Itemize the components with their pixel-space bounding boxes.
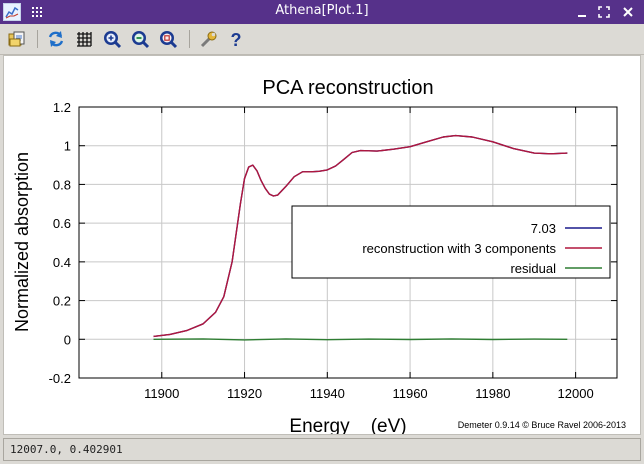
y-tick-label: 0.4 — [53, 255, 71, 270]
legend: 7.03 reconstruction with 3 components resi… — [291, 205, 611, 279]
zoom-in-icon[interactable] — [102, 29, 122, 49]
legend-box — [291, 205, 611, 279]
series-layer — [153, 134, 568, 341]
toolbar: ? — [0, 24, 644, 55]
svg-text:?: ? — [231, 30, 242, 49]
x-tick-label: 11920 — [227, 386, 262, 401]
x-tick-label: 11940 — [310, 386, 345, 401]
legend-label-0: 7.03 — [531, 221, 556, 236]
y-tick-label: 0.2 — [53, 294, 71, 309]
help-icon[interactable]: ? — [226, 29, 246, 50]
legend-label-1: reconstruction with 3 components — [362, 241, 556, 256]
zoom-out-icon[interactable] — [130, 29, 150, 49]
open-file-icon[interactable] — [7, 29, 27, 49]
grid-icon[interactable] — [74, 29, 94, 49]
plot-frame — [78, 106, 618, 379]
status-bar: 12007.0, 0.402901 — [3, 438, 641, 461]
legend-label-2: residual — [510, 261, 556, 276]
chart-title: PCA reconstruction — [262, 77, 433, 99]
y-tick-label: 1 — [64, 139, 71, 154]
series-line-2 — [153, 338, 568, 341]
wrench-icon[interactable] — [198, 29, 218, 49]
maximize-button[interactable] — [596, 4, 612, 20]
minimize-button[interactable] — [574, 4, 590, 20]
cursor-coordinates: 12007.0, 0.402901 — [10, 443, 123, 456]
toolbar-separator — [189, 30, 190, 48]
window-menu-icon[interactable] — [29, 4, 45, 20]
x-axis-label: Energy (eV) — [289, 416, 406, 434]
x-tick-label: 11900 — [144, 386, 179, 401]
series-line-1 — [153, 134, 568, 338]
window-title: Athena[Plot.1] — [275, 3, 369, 18]
window-title-bar: Athena[Plot.1] — [0, 0, 644, 24]
y-tick-label: 0.8 — [53, 177, 71, 192]
app-icon[interactable] — [3, 3, 21, 21]
y-tick-label: -0.2 — [49, 371, 71, 386]
y-tick-label: 1.2 — [53, 100, 71, 115]
x-tick-label: 11980 — [475, 386, 510, 401]
x-tick-label: 12000 — [558, 386, 594, 401]
pca-chart: PCA reconstruction 11900 11920 11940 11960 1… — [12, 77, 626, 437]
plot-canvas[interactable]: PCA reconstruction 11900 11920 11940 11960 1… — [3, 55, 641, 437]
tick-labels: 11900 11920 11940 11960 11980 12000 -0.2 0 0.2 0.… — [49, 100, 594, 401]
toolbar-separator — [37, 30, 38, 48]
y-tick-label: 0 — [64, 332, 71, 347]
zoom-reset-icon[interactable] — [158, 29, 178, 49]
x-tick-label: 11960 — [392, 386, 427, 401]
y-axis-label: Normalized absorption — [12, 152, 32, 332]
credit-text: Demeter 0.9.14 © Bruce Ravel 2006-2013 — [458, 420, 626, 430]
y-tick-label: 0.6 — [53, 216, 71, 231]
refresh-icon[interactable] — [46, 29, 66, 49]
close-button[interactable] — [620, 4, 636, 20]
